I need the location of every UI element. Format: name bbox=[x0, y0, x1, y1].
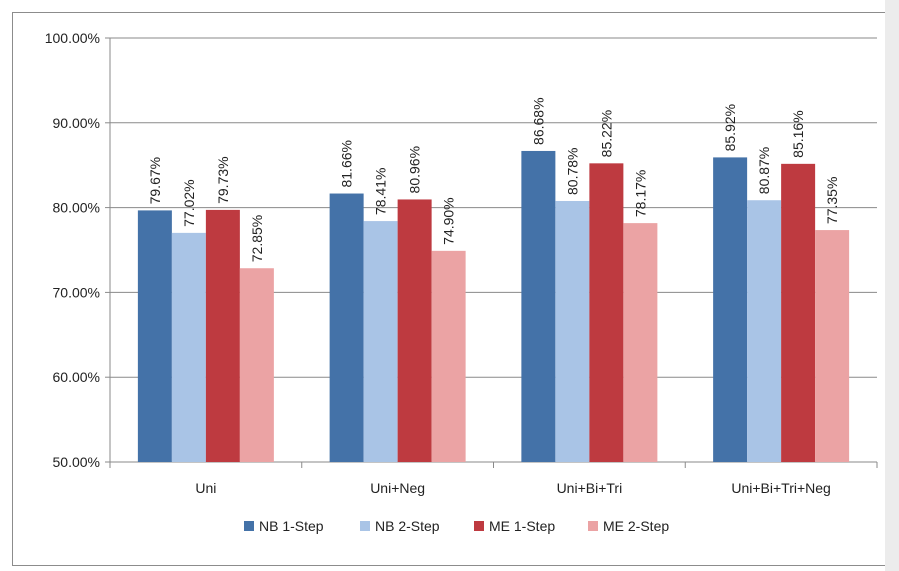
bar bbox=[623, 223, 658, 462]
bar bbox=[239, 268, 274, 462]
data-label: 86.68% bbox=[530, 97, 546, 144]
legend-swatch bbox=[244, 521, 254, 531]
legend-swatch bbox=[360, 521, 370, 531]
data-label: 85.22% bbox=[598, 110, 614, 157]
data-label: 80.78% bbox=[564, 148, 580, 195]
bar bbox=[431, 250, 466, 462]
bar bbox=[713, 157, 748, 462]
legend-swatch bbox=[474, 521, 484, 531]
legend: NB 1-Step NB 2-Step ME 1-Step ME 2-Step bbox=[244, 518, 669, 534]
bar bbox=[521, 150, 556, 462]
data-label: 80.96% bbox=[407, 146, 423, 193]
data-label: 85.92% bbox=[722, 104, 738, 151]
y-tick-label: 50.00% bbox=[53, 454, 100, 470]
bar bbox=[137, 210, 172, 462]
bar bbox=[747, 200, 782, 462]
data-label: 81.66% bbox=[339, 140, 355, 187]
legend-swatch bbox=[588, 521, 598, 531]
y-tick-label: 100.00% bbox=[45, 30, 100, 46]
data-label: 79.67% bbox=[147, 157, 163, 204]
y-tick-label: 70.00% bbox=[53, 284, 100, 300]
legend-label: ME 2-Step bbox=[603, 518, 669, 534]
x-tick-label: Uni+Bi+Tri+Neg bbox=[731, 480, 830, 496]
y-tick-label: 60.00% bbox=[53, 369, 100, 385]
bar bbox=[815, 230, 850, 462]
page-edge bbox=[885, 0, 899, 571]
x-tick-label: Uni+Bi+Tri bbox=[557, 480, 623, 496]
data-label: 72.85% bbox=[249, 215, 265, 262]
data-label: 80.87% bbox=[756, 147, 772, 194]
bar bbox=[363, 221, 398, 462]
y-tick-label: 80.00% bbox=[53, 200, 100, 216]
data-label: 85.16% bbox=[790, 110, 806, 157]
bar bbox=[589, 163, 624, 462]
legend-label: NB 1-Step bbox=[259, 518, 324, 534]
data-label: 79.73% bbox=[215, 156, 231, 203]
legend-label: ME 1-Step bbox=[489, 518, 555, 534]
data-label: 77.35% bbox=[824, 177, 840, 224]
bars bbox=[137, 150, 850, 462]
data-label: 78.41% bbox=[373, 168, 389, 215]
bar bbox=[555, 200, 590, 462]
data-labels: 79.67% 77.02% 79.73% 72.85% 81.66% 78.41% 80.9… bbox=[147, 97, 840, 262]
data-label: 74.90% bbox=[441, 197, 457, 244]
bar bbox=[205, 209, 240, 462]
bar bbox=[781, 163, 816, 462]
y-tick-label: 90.00% bbox=[53, 115, 100, 131]
legend-label: NB 2-Step bbox=[375, 518, 440, 534]
x-tick-label: Uni+Neg bbox=[370, 480, 425, 496]
bar bbox=[171, 232, 206, 462]
x-tick-label: Uni bbox=[195, 480, 216, 496]
data-label: 78.17% bbox=[632, 170, 648, 217]
data-label: 77.02% bbox=[181, 179, 197, 226]
bar bbox=[397, 199, 432, 462]
bar bbox=[329, 193, 364, 462]
